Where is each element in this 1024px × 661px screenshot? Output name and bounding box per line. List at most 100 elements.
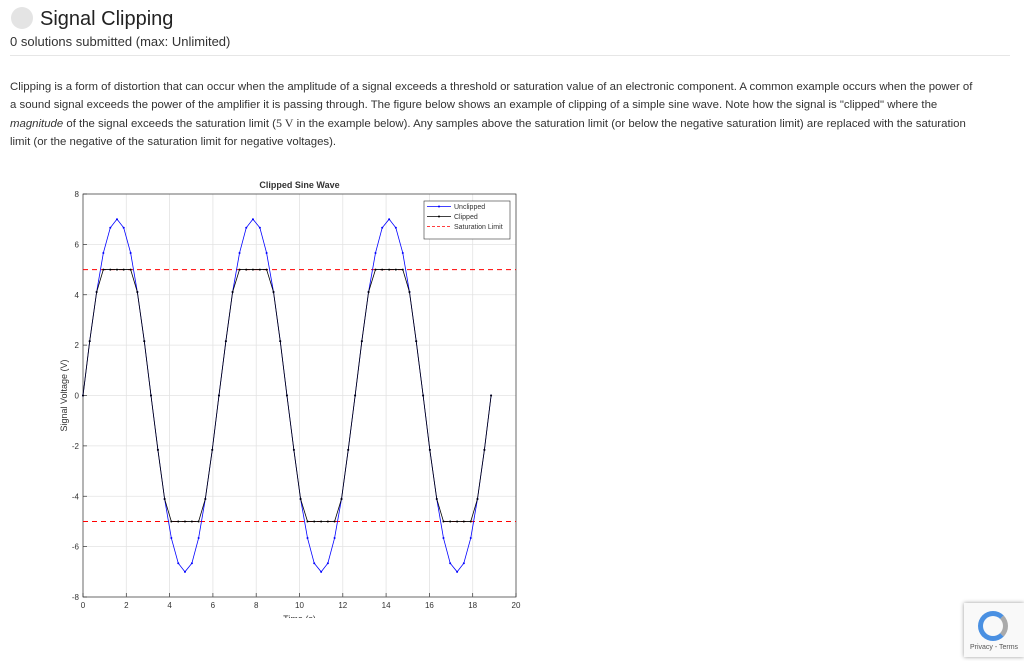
x-tick-label: 4 (167, 601, 172, 610)
text: Clipping is a form of distortion that ca… (10, 81, 973, 111)
data-point (183, 520, 186, 523)
legend-marker (438, 215, 440, 218)
x-tick-label: 20 (512, 601, 521, 610)
y-tick-label: 0 (75, 392, 80, 401)
data-point (115, 218, 118, 221)
data-point (442, 537, 445, 540)
recaptcha-links[interactable]: Privacy - Terms (969, 644, 1019, 651)
data-point (190, 520, 193, 523)
data-point (190, 562, 193, 565)
data-point (82, 394, 84, 397)
data-point (285, 394, 288, 397)
y-tick-label: 8 (75, 190, 80, 199)
x-tick-label: 10 (295, 601, 304, 610)
data-point (449, 562, 452, 565)
y-tick-label: -4 (72, 492, 80, 501)
data-point (170, 520, 173, 523)
y-tick-label: -8 (72, 593, 80, 602)
data-point (394, 268, 397, 271)
y-tick-label: 4 (75, 291, 80, 300)
emphasis: magnitude (10, 118, 64, 130)
data-point (238, 268, 241, 271)
data-point (456, 570, 459, 573)
data-point (469, 537, 472, 540)
data-point (320, 570, 323, 573)
data-point (265, 268, 268, 271)
data-point (469, 520, 472, 523)
y-axis-label: Signal Voltage (V) (59, 359, 69, 431)
data-point (476, 498, 479, 501)
data-point (251, 218, 254, 221)
data-point (102, 268, 105, 271)
data-point (394, 226, 397, 229)
data-point (109, 226, 112, 229)
data-point (428, 448, 431, 451)
data-point (149, 394, 152, 397)
text: in the example below). Any samples above… (10, 118, 966, 148)
x-tick-label: 8 (254, 601, 259, 610)
recaptcha-badge[interactable]: Privacy - Terms (964, 603, 1024, 657)
data-point (381, 226, 384, 229)
y-tick-label: -2 (72, 442, 80, 451)
legend-label: Clipped (454, 214, 478, 221)
x-tick-label: 0 (81, 601, 86, 610)
data-point (177, 520, 180, 523)
data-point (299, 498, 302, 501)
data-point (483, 448, 486, 451)
legend-label: Saturation Limit (454, 224, 503, 231)
data-point (381, 268, 384, 271)
divider (10, 55, 1010, 56)
math: 5 V (275, 116, 294, 130)
data-point (354, 394, 357, 397)
data-point (245, 268, 248, 271)
data-point (401, 251, 404, 254)
x-tick-label: 2 (124, 601, 129, 610)
data-point (122, 268, 125, 271)
data-point (258, 226, 261, 229)
data-point (374, 251, 377, 254)
legend-marker (438, 205, 440, 208)
data-point (401, 268, 404, 271)
text: of the signal exceeds the saturation lim… (63, 118, 276, 130)
x-axis-label: Time (s) (283, 614, 316, 618)
subtitle: 0 solutions submitted (max: Unlimited) (10, 34, 231, 49)
data-point (122, 226, 125, 229)
data-point (143, 340, 146, 343)
data-point (340, 498, 343, 501)
data-point (102, 251, 105, 254)
data-point (374, 268, 377, 271)
data-point (333, 537, 336, 540)
data-point (156, 448, 159, 451)
data-point (388, 218, 391, 221)
data-point (258, 268, 261, 271)
data-point (211, 448, 214, 451)
data-point (129, 251, 132, 254)
data-point (115, 268, 118, 271)
y-tick-label: 6 (75, 240, 80, 249)
data-point (95, 290, 98, 293)
data-point (408, 290, 411, 293)
data-point (456, 520, 459, 523)
data-point (238, 251, 241, 254)
legend-box (423, 200, 511, 240)
data-point (442, 520, 445, 523)
data-point (367, 290, 370, 293)
data-point (415, 340, 418, 343)
data-point (231, 290, 234, 293)
x-tick-label: 14 (382, 601, 391, 610)
data-point (177, 562, 180, 565)
data-point (197, 537, 200, 540)
data-point (388, 268, 391, 271)
data-point (326, 562, 329, 565)
data-point (449, 520, 452, 523)
data-point (245, 226, 248, 229)
data-point (333, 520, 336, 523)
data-point (313, 520, 316, 523)
y-tick-label: 2 (75, 341, 80, 350)
data-point (265, 251, 268, 254)
data-point (251, 268, 254, 271)
data-point (170, 537, 173, 540)
x-tick-label: 6 (211, 601, 216, 610)
status-icon (11, 7, 33, 29)
